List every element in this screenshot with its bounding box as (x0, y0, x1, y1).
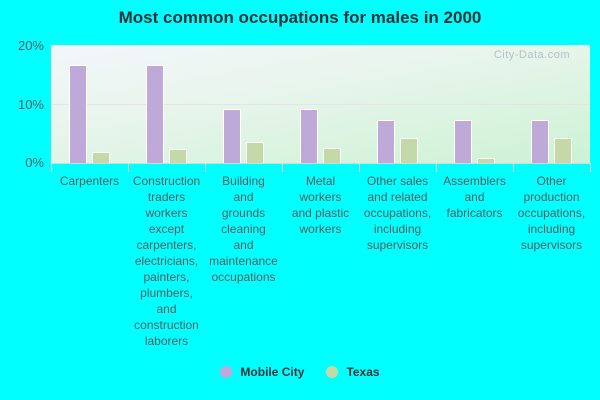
bar-texas[interactable] (169, 148, 187, 163)
x-tick-separator (51, 163, 52, 172)
x-axis-label: Assemblers and fabricators (443, 174, 506, 220)
y-tick-10: 10% (17, 97, 44, 112)
bar-mobile-city[interactable] (146, 65, 164, 163)
x-axis-label: Carpenters (59, 174, 120, 188)
legend: Mobile City Texas (0, 365, 600, 379)
bar-mobile-city[interactable] (454, 119, 472, 163)
legend-item-mobile-city[interactable]: Mobile City (220, 365, 304, 379)
watermark: City-Data.com (493, 49, 570, 61)
legend-label: Mobile City (240, 365, 305, 379)
bar-mobile-city[interactable] (531, 119, 549, 163)
bar-mobile-city[interactable] (377, 119, 395, 163)
x-axis-label: Building and grounds cleaning and maintenance… (209, 174, 278, 284)
x-tick-separator (590, 163, 591, 172)
bar-texas[interactable] (477, 157, 495, 163)
x-tick-separator (282, 163, 283, 172)
bar-texas[interactable] (323, 148, 341, 163)
plot-area: City-Data.com (51, 45, 590, 163)
legend-swatch-icon (220, 366, 233, 378)
x-axis-label: Other sales and related occupations, includ… (363, 174, 432, 252)
x-tick-separator (128, 163, 129, 172)
x-tick-separator (205, 163, 206, 172)
bar-texas[interactable] (92, 151, 110, 163)
x-axis-label: Construction traders workers except carpente… (132, 174, 201, 348)
legend-swatch-icon (326, 366, 339, 378)
legend-item-texas[interactable]: Texas (326, 365, 380, 379)
bar-mobile-city[interactable] (300, 108, 318, 163)
bar-mobile-city[interactable] (223, 108, 241, 163)
chart-title: Most common occupations for males in 200… (118, 8, 482, 27)
x-axis-label: Metal workers and plastic workers (291, 174, 350, 236)
bar-mobile-city[interactable] (69, 65, 87, 163)
x-tick-separator (359, 163, 360, 172)
bar-texas[interactable] (400, 138, 418, 163)
x-tick-separator (436, 163, 437, 172)
bar-texas[interactable] (246, 141, 264, 163)
x-axis (51, 163, 590, 164)
x-tick-separator (513, 163, 514, 172)
x-axis-label: Other production occupations, including supe… (517, 174, 586, 252)
y-tick-0: 0% (25, 155, 44, 170)
bar-texas[interactable] (554, 138, 572, 163)
y-tick-20: 20% (17, 38, 44, 53)
gridline-10 (51, 104, 590, 105)
legend-label: Texas (346, 365, 380, 379)
